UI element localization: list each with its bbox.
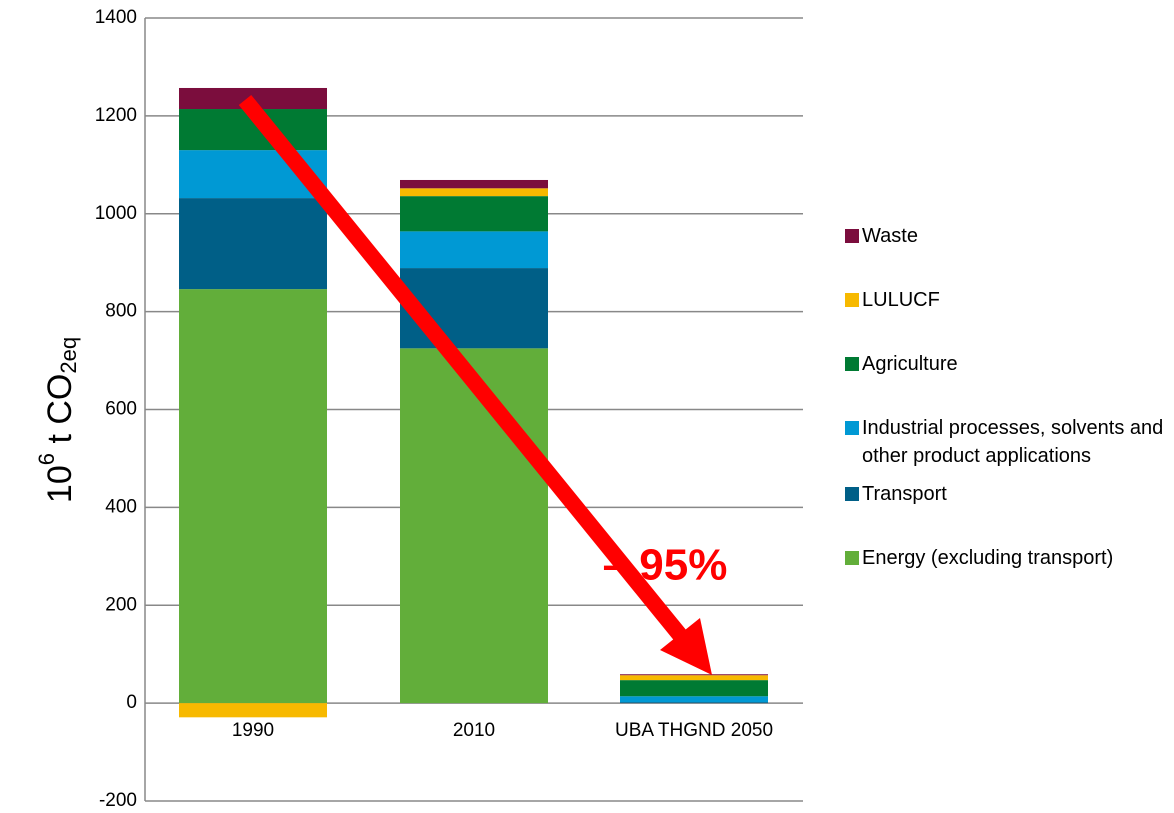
legend-swatch [845, 229, 859, 243]
legend-label: Agriculture [862, 353, 958, 375]
y-tick-label: 1400 [95, 7, 137, 28]
y-tick-label: 1000 [95, 203, 137, 224]
arrow-head [660, 618, 712, 675]
bar-segment [400, 268, 548, 349]
bar-segment [620, 675, 768, 681]
legend-swatch [845, 293, 859, 307]
legend-label: Transport [862, 483, 947, 505]
bar-segment [400, 348, 548, 704]
y-tick-label: 1200 [95, 105, 137, 126]
bar-segment [400, 231, 548, 269]
legend-label: LULUCF [862, 289, 940, 311]
legend-item: Industrial processes, solvents and other… [845, 414, 1174, 470]
bar-segment [400, 188, 548, 197]
bar-segment [179, 703, 327, 718]
y-label-sub: 2eq [56, 337, 81, 374]
y-label-mid: t CO [41, 374, 79, 453]
legend-item: Energy (excluding transport) [845, 544, 1174, 572]
legend-item: Transport [845, 480, 1174, 508]
legend-label: Waste [862, 225, 918, 247]
y-tick-label: -200 [99, 790, 137, 811]
bar-segment [400, 196, 548, 232]
bar-segment [400, 179, 548, 189]
y-tick-label: 800 [105, 301, 137, 322]
y-tick-label: 600 [105, 399, 137, 420]
legend-item: Agriculture [845, 350, 1174, 378]
bar-segment [620, 696, 768, 703]
x-tick-label: 1990 [232, 720, 274, 741]
legend-item: Waste [845, 222, 1174, 250]
annotation: – 95% [603, 541, 728, 590]
legend-swatch [845, 421, 859, 435]
bar-segment [620, 680, 768, 697]
y-axis-label: 106 t CO2eq [34, 337, 81, 503]
legend-swatch [845, 357, 859, 371]
bar-segment [620, 702, 768, 704]
y-label-sup: 6 [34, 453, 59, 465]
legend-item: LULUCF [845, 286, 1174, 314]
y-tick-label: 0 [126, 692, 137, 713]
bar-segment [179, 198, 327, 290]
y-label-base: 10 [41, 465, 79, 503]
x-tick-label: 2010 [453, 720, 495, 741]
legend-swatch [845, 487, 859, 501]
legend-label: Energy (excluding transport) [862, 547, 1114, 569]
legend-label: Industrial processes, solvents and other… [862, 417, 1164, 467]
y-tick-label: 200 [105, 594, 137, 615]
legend-swatch [845, 551, 859, 565]
x-tick-label: UBA THGND 2050 [615, 720, 773, 741]
arrow [238, 94, 695, 651]
bar-segment [620, 674, 768, 676]
y-tick-label: 400 [105, 496, 137, 517]
bar-segment [179, 289, 327, 704]
